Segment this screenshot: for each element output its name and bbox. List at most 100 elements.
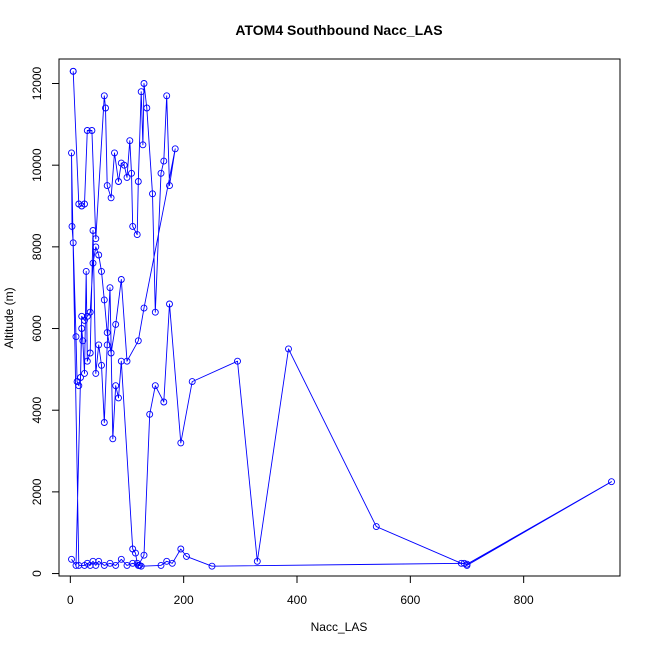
data-point: [149, 190, 156, 198]
data-point: [89, 227, 97, 234]
data-point: [86, 349, 94, 357]
data-point: [100, 296, 108, 304]
data-point: [81, 200, 88, 208]
data-point: [234, 357, 241, 365]
data-point: [146, 410, 154, 418]
data-point: [177, 439, 185, 447]
data-point: [151, 382, 159, 390]
data-point: [129, 222, 137, 230]
data-point: [98, 267, 105, 275]
data-point: [72, 333, 80, 341]
data-point: [95, 341, 103, 349]
data-point: [107, 194, 115, 202]
x-tick-label: 400: [287, 593, 307, 607]
data-point: [77, 374, 84, 381]
data-point: [129, 545, 137, 553]
data-point: [95, 251, 103, 259]
data-point: [117, 357, 125, 365]
data-point: [95, 557, 103, 565]
data-point: [100, 561, 108, 569]
y-axis-label: Altitude (m): [2, 287, 16, 348]
data-point: [126, 137, 134, 145]
data-point: [160, 398, 168, 406]
data-point: [151, 308, 159, 316]
data-point: [73, 378, 81, 386]
data-point: [139, 141, 147, 149]
data-point: [103, 329, 111, 337]
data-point: [140, 304, 148, 312]
data-point: [112, 561, 120, 569]
data-point: [103, 341, 111, 349]
data-point: [133, 559, 141, 567]
data-point: [109, 435, 117, 443]
data-point: [69, 239, 77, 247]
data-point: [171, 145, 179, 153]
data-point: [68, 149, 75, 157]
data-point: [134, 178, 142, 185]
data-point: [78, 325, 86, 332]
data-point: [163, 557, 171, 565]
y-tick-label: 12000: [30, 66, 44, 100]
data-point: [143, 104, 151, 112]
data-point: [106, 284, 114, 292]
y-tick-label: 0: [30, 570, 44, 577]
data-point: [166, 182, 173, 190]
data-point: [183, 552, 190, 560]
data-point: [88, 127, 96, 134]
data-point: [140, 80, 148, 87]
data-point: [163, 92, 171, 100]
data-point: [112, 320, 120, 328]
data-point: [103, 182, 111, 190]
data-point: [137, 88, 145, 96]
data-point: [100, 419, 108, 426]
x-axis: 0 200 400 600 800: [67, 575, 534, 607]
data-point: [79, 337, 87, 345]
data-point: [157, 169, 165, 177]
data-point: [68, 222, 76, 230]
x-axis-label: Nacc_LAS: [311, 620, 368, 634]
data-point: [83, 357, 91, 365]
data-point: [160, 157, 168, 165]
data-point: [117, 276, 125, 283]
data-point: [188, 378, 196, 386]
data-point: [177, 545, 185, 553]
x-tick-label: 800: [514, 593, 534, 607]
data-point: [140, 551, 148, 559]
data-point: [111, 149, 118, 157]
data-point: [166, 300, 173, 308]
y-tick-label: 4000: [30, 397, 44, 424]
data-point: [460, 559, 468, 567]
data-point: [133, 231, 141, 239]
data-point: [92, 243, 100, 251]
data-point: [98, 361, 105, 369]
data-point: [106, 559, 114, 567]
data-point: [123, 173, 131, 181]
data-point: [208, 562, 216, 570]
data-point: [72, 561, 80, 569]
data-point: [89, 259, 97, 267]
data-point: [107, 349, 115, 357]
chart-title: ATOM4 Southbound Nacc_LAS: [235, 22, 442, 38]
series-line: [71, 71, 612, 567]
data-point: [123, 561, 131, 569]
data-point: [123, 357, 131, 365]
data-point: [68, 555, 75, 563]
y-tick-label: 2000: [30, 478, 44, 505]
x-tick-label: 600: [400, 593, 420, 607]
data-point: [78, 312, 86, 320]
data-point: [168, 559, 176, 567]
data-point: [75, 382, 83, 390]
x-tick-label: 200: [174, 593, 194, 607]
data-point: [92, 369, 100, 377]
data-point: [372, 523, 380, 531]
data-point: [608, 478, 615, 486]
y-tick-label: 6000: [30, 315, 44, 342]
y-tick-label: 10000: [30, 148, 44, 182]
x-tick-label: 0: [67, 593, 74, 607]
data-point: [102, 104, 109, 112]
data-point: [134, 337, 142, 345]
data-point: [128, 169, 135, 177]
data-point: [157, 561, 165, 569]
data-point: [136, 561, 143, 569]
